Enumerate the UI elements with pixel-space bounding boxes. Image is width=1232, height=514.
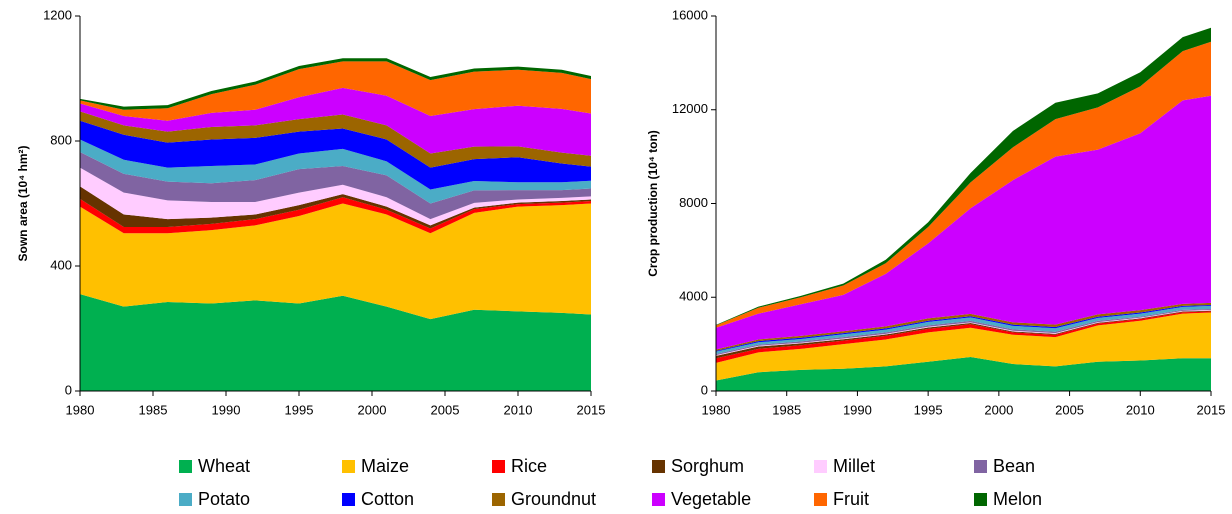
- x-tick-label: 1990: [212, 402, 241, 417]
- legend-swatch: [179, 493, 192, 506]
- y-tick-label: 800: [50, 132, 72, 147]
- legend-swatch: [814, 493, 827, 506]
- legend-label: Potato: [198, 489, 250, 509]
- area: [80, 151, 591, 220]
- legend-label: Cotton: [361, 489, 414, 509]
- y-tick-label: 1200: [43, 7, 72, 22]
- area: [80, 203, 591, 320]
- area: [80, 167, 591, 226]
- x-tick-label: 2010: [1126, 402, 1155, 417]
- legend-swatch: [492, 493, 505, 506]
- x-tick-label: 2000: [984, 402, 1013, 417]
- x-tick-label: 2005: [431, 402, 460, 417]
- x-tick-label: 2010: [504, 402, 533, 417]
- legend-label: Vegetable: [671, 489, 751, 509]
- y-tick-label: 12000: [672, 101, 708, 116]
- area: [716, 308, 1211, 356]
- legend-label: Maize: [361, 456, 409, 476]
- area: [80, 61, 591, 121]
- legend-label: Sorghum: [671, 456, 744, 476]
- area: [716, 304, 1211, 352]
- area: [716, 27, 1211, 326]
- x-tick-label: 2015: [1197, 402, 1226, 417]
- legend-swatch: [814, 460, 827, 473]
- legend-label: Fruit: [833, 489, 869, 509]
- legend-swatch: [652, 460, 665, 473]
- area: [80, 139, 591, 204]
- y-tick-label: 0: [65, 382, 72, 397]
- area: [716, 41, 1211, 328]
- legend-label: Bean: [993, 456, 1035, 476]
- legend-label: Groundnut: [511, 489, 596, 509]
- area: [716, 310, 1211, 359]
- x-tick-label: 1995: [914, 402, 943, 417]
- area: [716, 357, 1211, 391]
- legend-swatch: [652, 493, 665, 506]
- x-tick-label: 1985: [139, 402, 168, 417]
- area: [80, 197, 591, 234]
- area: [80, 294, 591, 391]
- legend-label: Rice: [511, 456, 547, 476]
- area: [716, 302, 1211, 351]
- legend-swatch: [342, 493, 355, 506]
- x-tick-label: 2015: [577, 402, 606, 417]
- y-tick-label: 400: [50, 257, 72, 272]
- area: [716, 95, 1211, 350]
- legend-swatch: [179, 460, 192, 473]
- y-axis-label: Crop production (10⁴ ton): [646, 130, 660, 277]
- legend-label: Millet: [833, 456, 875, 476]
- x-tick-label: 1980: [702, 402, 731, 417]
- area: [80, 58, 591, 110]
- legend-swatch: [492, 460, 505, 473]
- x-tick-label: 1985: [772, 402, 801, 417]
- x-tick-label: 2005: [1055, 402, 1084, 417]
- area: [716, 312, 1211, 381]
- legend-swatch: [342, 460, 355, 473]
- legend-label: Melon: [993, 489, 1042, 509]
- y-tick-label: 16000: [672, 7, 708, 22]
- y-tick-label: 8000: [679, 195, 708, 210]
- area: [80, 120, 591, 190]
- x-tick-label: 2000: [358, 402, 387, 417]
- area: [80, 186, 591, 229]
- area: [716, 311, 1211, 363]
- y-tick-label: 0: [701, 382, 708, 397]
- x-tick-label: 1995: [285, 402, 314, 417]
- x-tick-label: 1990: [843, 402, 872, 417]
- area: [80, 111, 591, 168]
- area: [716, 309, 1211, 356]
- legend-swatch: [974, 460, 987, 473]
- area: [80, 87, 591, 156]
- y-tick-label: 4000: [679, 289, 708, 304]
- legend-label: Wheat: [198, 456, 250, 476]
- x-tick-label: 1980: [66, 402, 95, 417]
- legend-swatch: [974, 493, 987, 506]
- y-axis-label: Sown area (10⁴ hm²): [16, 146, 30, 262]
- area: [716, 305, 1211, 354]
